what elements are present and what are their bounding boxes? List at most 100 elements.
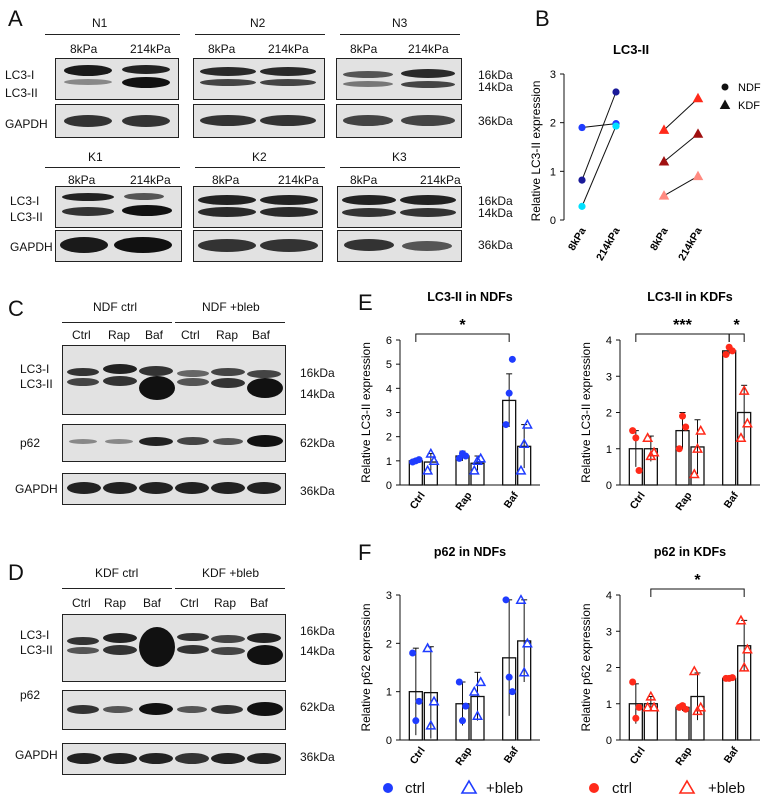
data-point [518,438,530,449]
kda-label: 14kDa [478,206,513,220]
legend-marker-bleb-blue [460,779,478,794]
data-point [642,432,654,442]
legend-marker-ctrl-red [589,783,599,793]
kda-label: 16kDa [300,624,335,638]
lane-label: Ctrl [72,596,91,610]
blot-strip [62,743,286,775]
y-tick-label: 3 [386,590,392,602]
blot-strip [193,230,323,262]
chart-e-kdf: LC3-II in KDFs 0 1 2 3 4 Relative LC3-II expre… [579,290,760,513]
data-point [635,703,643,711]
y-axis-label: Relative LC3-II expression [359,342,373,483]
lc3ii-label: LC3-II [20,643,53,657]
p62-label: p62 [20,688,41,702]
x-tick-label: Ctrl [628,490,648,512]
y-tick-label: 0 [606,735,612,747]
data-point [629,427,637,435]
y-tick-label: 6 [386,335,392,347]
chart-title: p62 in NDFs [434,545,506,559]
y-tick-label: 0 [386,480,392,492]
y-tick-label: 0 [550,215,556,227]
y-tick-label: 5 [386,359,392,371]
data-point [658,156,670,166]
data-point [688,665,700,676]
lc3i-label: LC3-I [5,68,35,82]
data-point [508,688,516,696]
legend-marker-ctrl-blue [383,783,393,793]
data-point [462,702,470,710]
data-point [422,642,434,653]
kda-label: 36kDa [478,114,513,128]
panel-label-d: D [8,560,24,585]
lc3i-label: LC3-I [20,362,50,376]
panel-label-f: F [358,540,372,565]
y-tick-label: 4 [606,335,612,347]
kda-label: 16kDa [300,366,335,380]
y-tick-label: 1 [386,687,392,699]
lane-label: Rap [216,328,239,342]
data-point [468,464,480,475]
chart-title: LC3-II in KDFs [647,290,732,304]
lane-label: Baf [143,596,162,610]
y-axis-label: Relative LC3-II expression [579,342,593,483]
lane-label: Ctrl [181,328,200,342]
bar [722,350,737,486]
data-point [735,614,747,625]
y-axis-label: Relative p62 expression [579,603,593,731]
panel-label-a: A [8,6,23,31]
x-tick-label: 214kPa [676,225,705,262]
y-tick-label: 1 [550,166,556,178]
data-point [642,701,654,712]
lc3i-label: LC3-I [20,628,50,642]
legend-label: ctrl [405,780,425,797]
data-point [692,128,704,138]
stiffness-label: 8kPa [212,173,240,187]
data-point [428,695,440,706]
gapdh-label: GAPDH [5,117,48,131]
data-point [629,678,637,686]
chart-f-ndf: p62 in NDFs 0 1 2 3 Relative p62 expression Ct… [359,545,540,768]
legend-label: ctrl [612,780,632,797]
x-tick-label: Ctrl [628,745,648,767]
data-point [425,719,437,730]
group-label: NDF ctrl [93,300,137,314]
data-point [578,123,586,132]
y-tick-label: 1 [606,444,612,456]
kda-label: 36kDa [300,484,335,498]
lc3i-label: LC3-I [10,194,40,208]
x-tick-label: Baf [502,489,522,510]
chart-e-ndf: LC3-II in NDFs 0 1 2 3 4 5 6 Relative LC3-II exp… [359,290,540,513]
group-label-k3: K3 [392,150,407,164]
group-label-n2: N2 [250,16,266,30]
data-point [518,666,530,677]
kda-label: 62kDa [300,700,335,714]
lane-label: Ctrl [180,596,199,610]
blot-strip [62,690,286,730]
significance-bracket [635,333,730,342]
y-tick-label: 0 [386,735,392,747]
data-point [658,124,670,134]
stiffness-label: 8kPa [350,42,378,56]
data-point [738,385,750,395]
x-tick-label: Rap [673,490,694,513]
data-point [632,434,640,442]
blot-strip [55,186,182,228]
y-axis-label: Relative LC3-II expression [529,81,543,222]
stiffness-label: 8kPa [208,42,236,56]
legend-label: KDF [738,100,760,112]
blot-strip [193,104,325,138]
blot-strip [55,58,179,100]
significance-label: * [694,572,701,589]
data-point [741,643,753,654]
data-point [578,176,586,184]
y-tick-label: 4 [606,590,612,602]
kda-label: 16kDa [478,68,513,82]
data-point [425,447,437,458]
pair-line [581,125,617,207]
chart-title: LC3-II in NDFs [427,290,512,304]
chart-b-lc3ii: LC3-II 0 1 2 3 Relative LC3-II expression 8kPa… [529,42,761,263]
x-tick-label: Baf [722,489,742,510]
pair-line [663,133,699,162]
y-tick-label: 3 [550,69,556,81]
significance-bracket [650,588,745,597]
